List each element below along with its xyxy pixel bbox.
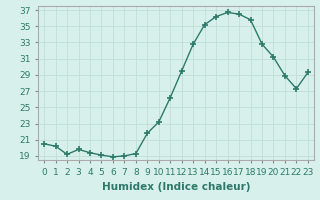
X-axis label: Humidex (Indice chaleur): Humidex (Indice chaleur) [102, 182, 250, 192]
